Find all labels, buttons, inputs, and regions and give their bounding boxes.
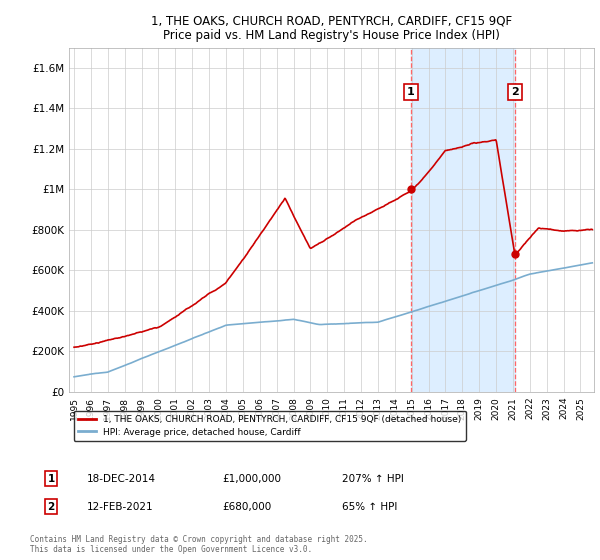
Text: 1: 1 — [47, 474, 55, 484]
Text: Contains HM Land Registry data © Crown copyright and database right 2025.
This d: Contains HM Land Registry data © Crown c… — [30, 535, 368, 554]
Text: 12-FEB-2021: 12-FEB-2021 — [87, 502, 154, 512]
Text: 207% ↑ HPI: 207% ↑ HPI — [342, 474, 404, 484]
Text: 18-DEC-2014: 18-DEC-2014 — [87, 474, 156, 484]
Text: £1,000,000: £1,000,000 — [222, 474, 281, 484]
Title: 1, THE OAKS, CHURCH ROAD, PENTYRCH, CARDIFF, CF15 9QF
Price paid vs. HM Land Reg: 1, THE OAKS, CHURCH ROAD, PENTYRCH, CARD… — [151, 14, 512, 42]
Text: 1: 1 — [407, 87, 415, 97]
Text: 2: 2 — [47, 502, 55, 512]
Legend: 1, THE OAKS, CHURCH ROAD, PENTYRCH, CARDIFF, CF15 9QF (detached house), HPI: Ave: 1, THE OAKS, CHURCH ROAD, PENTYRCH, CARD… — [74, 410, 466, 441]
Text: £680,000: £680,000 — [222, 502, 271, 512]
Text: 65% ↑ HPI: 65% ↑ HPI — [342, 502, 397, 512]
Bar — [411, 48, 515, 392]
Text: 2: 2 — [511, 87, 519, 97]
